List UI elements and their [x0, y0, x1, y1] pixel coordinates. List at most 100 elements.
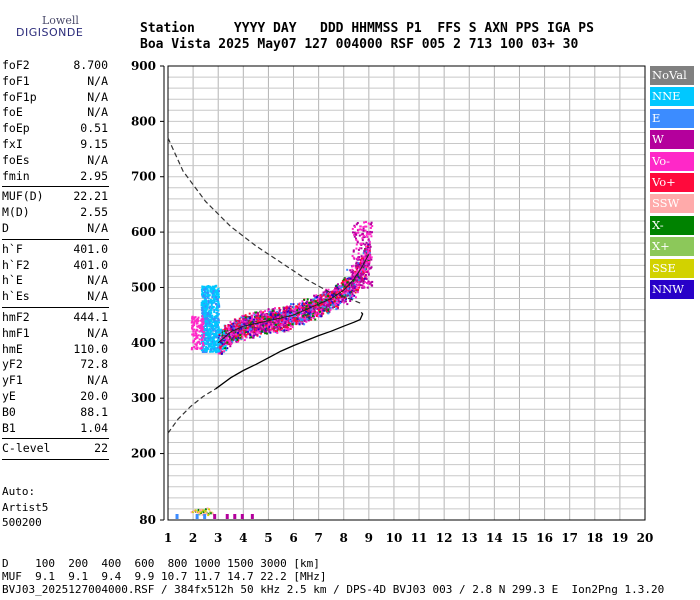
echo-point [346, 268, 349, 271]
echo-point [282, 313, 285, 316]
echo-point [255, 330, 258, 333]
echo-point [204, 324, 207, 327]
echo-point [216, 317, 218, 320]
echo-point [347, 285, 350, 288]
echo-point [329, 308, 332, 311]
echo-point [211, 345, 214, 348]
echo-point [208, 285, 211, 288]
echo-point [362, 227, 365, 230]
echo-point [199, 342, 202, 345]
echo-point [215, 325, 218, 328]
echo-point [259, 310, 262, 313]
echo-point [339, 293, 342, 296]
echo-point [278, 311, 281, 314]
echo-point [216, 292, 219, 295]
echo-point [243, 325, 246, 328]
echo-point [321, 312, 324, 315]
param-label: fxI [2, 136, 23, 151]
echo-point [230, 323, 233, 326]
echo-point [235, 320, 237, 323]
echo-point [316, 305, 319, 308]
echo-point [359, 225, 362, 228]
echo-point [293, 316, 296, 319]
echo-point [216, 334, 219, 337]
echo-point [289, 320, 292, 322]
echo-point [291, 321, 294, 324]
param-separator [2, 186, 109, 189]
echo-point [352, 264, 355, 267]
echo-point [340, 301, 343, 303]
echo-point [275, 324, 277, 327]
echo-point [251, 317, 254, 320]
echo-point [267, 322, 270, 325]
echo-point [362, 282, 365, 285]
echo-point [204, 318, 207, 321]
echo-point [202, 291, 204, 294]
echo-point [244, 327, 247, 329]
echo-point [275, 321, 278, 324]
echo-point [236, 322, 239, 325]
echo-point [264, 313, 267, 316]
echo-point [356, 286, 359, 289]
echo-point [355, 265, 358, 268]
echo-point [221, 335, 224, 338]
echo-point [208, 309, 211, 312]
echo-point [329, 303, 332, 306]
echo-point [206, 293, 209, 296]
echo-point [370, 235, 373, 238]
echo-point [200, 318, 203, 321]
echo-point [364, 243, 367, 246]
echo-point [313, 311, 316, 314]
echo-point [240, 338, 243, 340]
lower-dashed-curve [167, 388, 217, 434]
echo-point [228, 337, 231, 340]
echo-point [363, 236, 366, 238]
echo-point [261, 316, 264, 319]
echo-point [204, 337, 207, 340]
echo-point [355, 238, 358, 241]
echo-point [360, 247, 363, 250]
echo-point [296, 320, 299, 323]
echo-point [211, 325, 214, 328]
echo-point [234, 338, 237, 341]
legend-item: X- [650, 215, 694, 235]
echo-point [356, 257, 359, 260]
echo-point [241, 327, 244, 330]
echo-point [320, 297, 322, 299]
echo-point [361, 284, 364, 287]
echo-point [208, 343, 211, 346]
echo-point [205, 285, 208, 288]
echo-point [281, 319, 283, 321]
echo-point [267, 327, 270, 330]
legend-item: Vo+ [650, 172, 694, 192]
param-row: M(D) 2.55 [0, 205, 112, 221]
echo-point [322, 309, 325, 312]
echo-point [209, 325, 212, 328]
echo-point [317, 305, 320, 308]
echo-point [210, 348, 213, 351]
echo-point [267, 318, 270, 321]
echo-point [274, 312, 277, 315]
echo-point [210, 304, 213, 306]
echo-point [205, 302, 208, 305]
echo-point [305, 305, 308, 308]
echo-point [346, 280, 349, 283]
echo-point [293, 313, 296, 316]
echo-point [324, 294, 327, 297]
echo-point [211, 285, 214, 288]
echo-point [357, 231, 360, 234]
echo-point [201, 319, 203, 322]
es-echo-point [198, 513, 201, 516]
param-row: MUF(D) 22.21 [0, 189, 112, 205]
echo-point [243, 331, 246, 334]
echo-point [368, 267, 371, 270]
param-label: foE [2, 105, 23, 120]
echo-point [212, 294, 215, 297]
echo-point [290, 303, 292, 306]
echo-point [224, 339, 227, 342]
echo-point [276, 326, 279, 329]
x-tick-label: 10 [386, 531, 403, 545]
echo-point [200, 324, 203, 327]
param-label: foEp [2, 121, 30, 136]
echo-point [290, 309, 293, 312]
